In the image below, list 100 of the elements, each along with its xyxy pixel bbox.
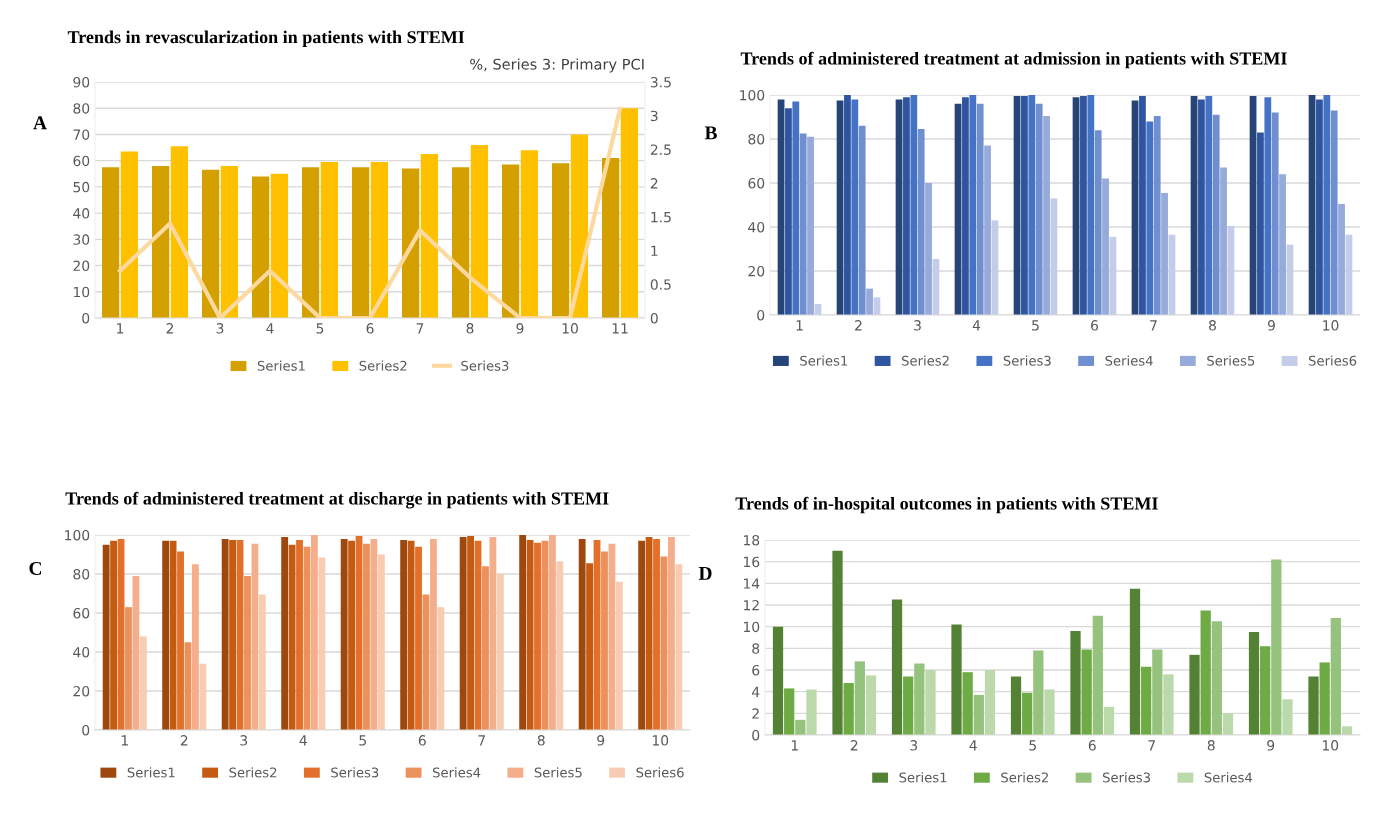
y-tick-label: 16 (743, 556, 760, 568)
x-tick-label: 5 (1032, 320, 1039, 331)
bar (415, 546, 422, 730)
bar (552, 163, 570, 318)
bar (459, 536, 467, 730)
bar (784, 688, 795, 735)
bar (125, 607, 132, 730)
bar (844, 95, 851, 315)
text: C (29, 561, 42, 575)
bar (1257, 132, 1264, 315)
bar (645, 536, 653, 730)
x-tick-label: 5 (1029, 740, 1036, 751)
y-tick-label: 0 (82, 724, 90, 736)
bar (120, 151, 138, 318)
bar (653, 538, 660, 730)
bar (903, 97, 910, 315)
bar (602, 158, 620, 318)
bar (252, 176, 270, 318)
x-tick-label: 7 (1150, 320, 1157, 331)
text: B (704, 126, 717, 140)
x-tick-label: 10 (652, 735, 669, 746)
bar (866, 288, 873, 315)
bar (1163, 674, 1174, 735)
x-tick-label: 6 (1088, 740, 1096, 751)
bar (482, 566, 489, 730)
bar (402, 168, 420, 318)
y-tick-label: 80 (748, 133, 765, 145)
bar (519, 535, 527, 730)
bar (202, 169, 220, 318)
bar (969, 95, 977, 315)
bar (1319, 662, 1330, 735)
bar (281, 536, 289, 730)
y2-tick-label: 1 (651, 245, 658, 256)
bar (858, 125, 866, 315)
bar (1279, 174, 1286, 315)
bar (1043, 115, 1050, 315)
bar (1282, 699, 1293, 735)
legend-label: Series4 (1105, 355, 1153, 366)
bar (772, 626, 784, 735)
y2-tick-label: 3 (650, 110, 658, 122)
bar (534, 542, 541, 730)
bar (169, 540, 177, 730)
bar (270, 173, 288, 318)
y2-axis-title: %, Series 3: Primary PCI (470, 58, 644, 73)
y2-tick-label: 1.5 (651, 212, 671, 223)
legend-label: Series2 (901, 355, 949, 366)
bar (962, 97, 969, 315)
bar (429, 538, 437, 730)
x-tick-label: 7 (478, 735, 485, 746)
y-tick-label: 40 (73, 646, 90, 658)
bar (102, 167, 120, 318)
bar (578, 538, 586, 730)
y-tick-label: 18 (743, 534, 760, 546)
bar (799, 133, 807, 315)
chart-title: Trends of administered treatment at admission in patients with STEMI (740, 51, 1287, 69)
bar (1308, 676, 1319, 735)
bar (352, 167, 370, 318)
bar (891, 599, 903, 735)
bar (792, 101, 800, 315)
y-tick-label: 80 (73, 103, 90, 114)
text: D (698, 567, 712, 580)
y-tick-label: 0 (752, 729, 760, 741)
bar (1330, 110, 1338, 315)
legend-label: Series3 (1003, 355, 1051, 366)
bar (548, 535, 556, 730)
x-tick-label: 3 (216, 323, 224, 334)
bar (1033, 650, 1044, 735)
bar (1205, 96, 1213, 315)
bar (1081, 649, 1092, 735)
bar (258, 594, 266, 730)
x-tick-label: 11 (612, 323, 628, 334)
bar (420, 154, 438, 318)
bar (608, 543, 616, 730)
bar (1248, 632, 1260, 735)
x-tick-label: 7 (416, 323, 424, 334)
bar (370, 161, 388, 318)
bar (903, 676, 914, 735)
bar (162, 540, 170, 730)
bar (288, 544, 296, 730)
x-tick-label: 2 (855, 320, 862, 331)
bar (843, 683, 854, 735)
bar (1264, 97, 1272, 315)
y-tick-label: 40 (73, 208, 90, 219)
bar (1103, 706, 1115, 735)
bar (638, 540, 646, 730)
bar (1260, 646, 1271, 735)
y-tick-label: 90 (73, 76, 90, 88)
legend-label: Series5 (1207, 355, 1255, 366)
bar (310, 535, 318, 730)
bar (296, 539, 303, 730)
bar (1220, 167, 1227, 315)
legend-label: Series4 (1204, 772, 1253, 783)
x-tick-label: 4 (299, 735, 307, 746)
y-tick-label: 6 (752, 664, 760, 676)
bar (1146, 121, 1154, 315)
bar (170, 146, 188, 318)
x-tick-label: 5 (359, 735, 366, 746)
bar (1341, 726, 1353, 735)
bar (191, 564, 199, 730)
bar (221, 538, 229, 730)
